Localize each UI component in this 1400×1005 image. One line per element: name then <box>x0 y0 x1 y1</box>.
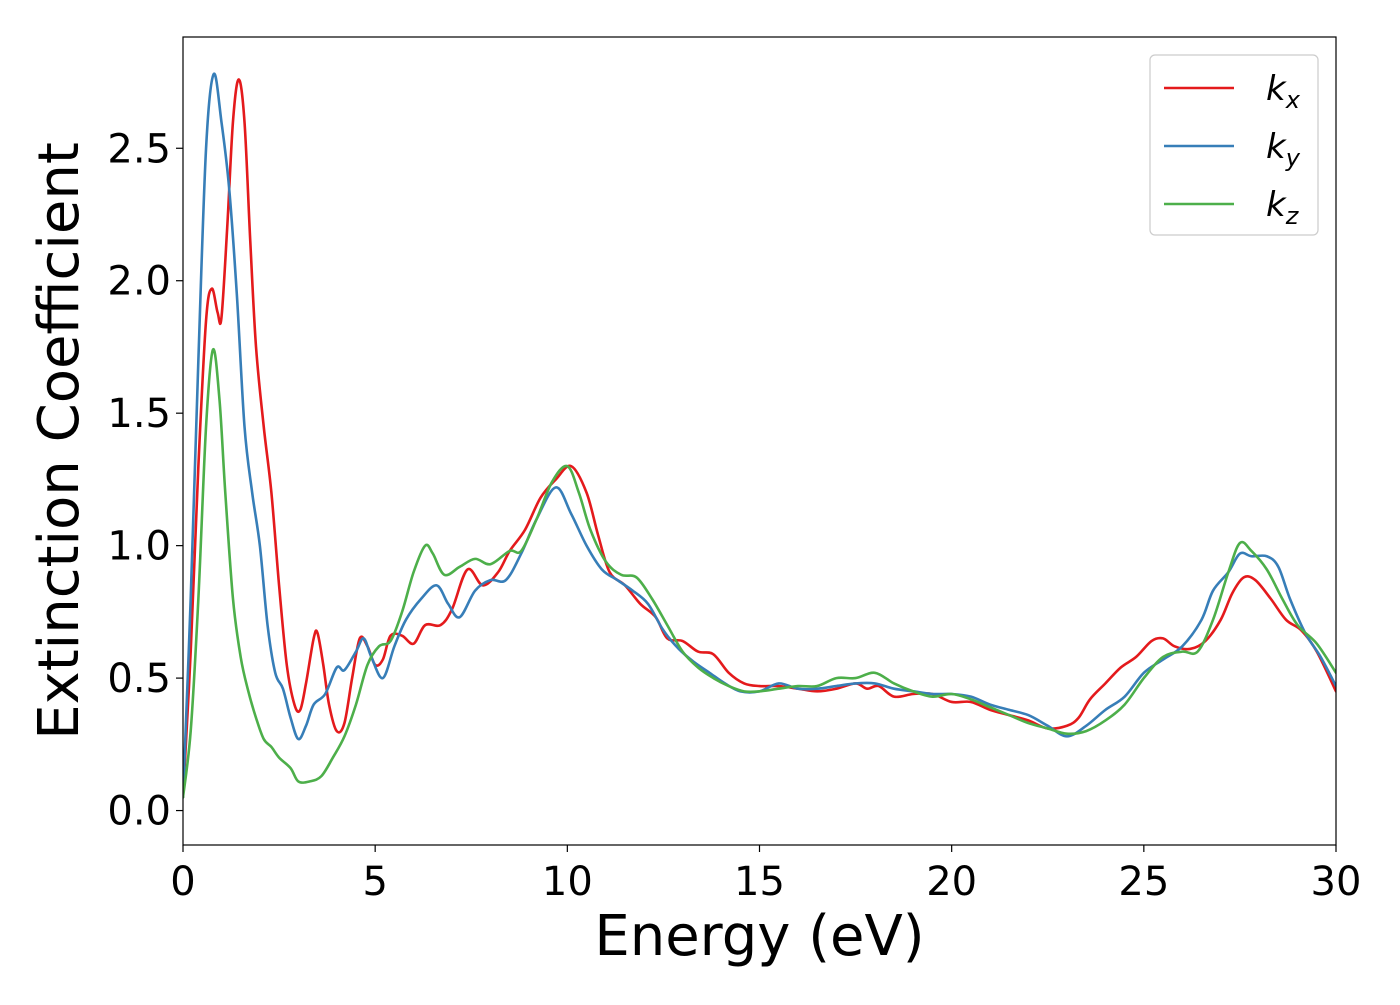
series-line-z <box>183 348 1336 799</box>
ticks-layer: 0 5 10 15 20 25 30 0.0 0.5 1.0 1.5 2.0 2.5 <box>107 126 1361 905</box>
legend-item-y: ky <box>1164 127 1301 172</box>
y-tick-label: 2.5 <box>107 126 171 172</box>
legend-label: ky <box>1266 127 1301 172</box>
x-tick-label: 15 <box>734 859 785 905</box>
series-line-x <box>183 78 1336 799</box>
legend-item-z: kz <box>1164 185 1300 230</box>
legend-label: kz <box>1266 185 1300 230</box>
legend: kx ky kz <box>1149 54 1319 236</box>
x-tick-label: 20 <box>926 859 977 905</box>
y-axis-title: Extinction Coefficient <box>27 142 92 740</box>
series-layer <box>183 72 1336 799</box>
y-tick-label: 1.5 <box>107 391 171 437</box>
y-tick-label: 0.5 <box>107 656 171 702</box>
x-tick-label: 30 <box>1311 859 1362 905</box>
x-tick-label: 5 <box>362 859 387 905</box>
y-tick-label: 1.0 <box>107 524 171 570</box>
legend-item-x: kx <box>1164 69 1301 114</box>
x-axis-title: Energy (eV) <box>594 904 924 969</box>
x-tick-label: 10 <box>542 859 593 905</box>
x-tick-label: 0 <box>170 859 195 905</box>
y-tick-label: 0.0 <box>107 789 171 835</box>
y-tick-label: 2.0 <box>107 259 171 305</box>
x-tick-label: 25 <box>1118 859 1169 905</box>
series-line-y <box>183 72 1336 799</box>
legend-label: kx <box>1266 69 1301 114</box>
